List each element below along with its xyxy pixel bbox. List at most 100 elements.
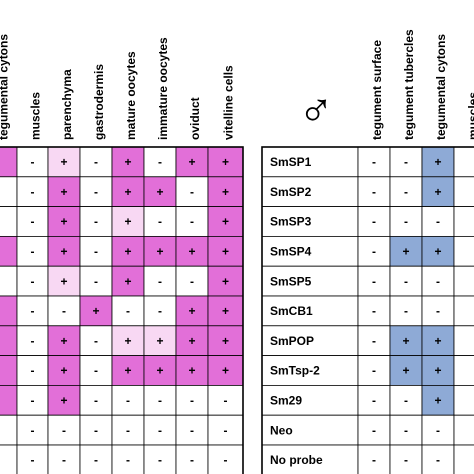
cell-value: - (372, 274, 376, 288)
cell-value: - (62, 453, 66, 467)
cell (111, 206, 145, 237)
cell (0, 384, 18, 416)
row-label-cell (261, 295, 359, 327)
column-header: gastrodermis (92, 64, 106, 140)
cell (79, 444, 113, 474)
cell-value: - (404, 155, 408, 169)
cell-value: + (402, 334, 409, 348)
cell-value: - (31, 155, 35, 169)
cell (175, 355, 209, 386)
cell-value: + (156, 185, 163, 199)
cell (421, 414, 455, 446)
column-header: muscles (466, 92, 474, 140)
cell-value: + (60, 244, 67, 258)
cell (207, 295, 244, 327)
cell (175, 325, 209, 356)
cell-value: + (188, 244, 195, 258)
cell (79, 325, 113, 356)
cell (207, 176, 244, 208)
cell (143, 206, 177, 237)
cell (79, 414, 113, 446)
row-label-cell (261, 414, 359, 446)
cell (207, 325, 244, 356)
cell-value: + (124, 185, 131, 199)
cell (16, 355, 49, 386)
cell (111, 414, 145, 446)
cell (389, 444, 423, 474)
row-label-cell (261, 444, 359, 474)
cell-value: - (126, 304, 130, 318)
cell-value: - (224, 393, 228, 407)
cell-value: + (434, 244, 441, 258)
cell (453, 444, 474, 474)
cell (453, 235, 474, 267)
cell-value: - (224, 453, 228, 467)
row-label-cell (261, 235, 359, 267)
cell-value: + (60, 215, 67, 229)
cell (389, 325, 423, 356)
cell (357, 444, 391, 474)
cell (47, 206, 81, 237)
cell-value: + (156, 334, 163, 348)
cell (357, 146, 391, 178)
cell-value: - (62, 423, 66, 437)
cell-value: + (124, 215, 131, 229)
cell (0, 176, 18, 208)
cell (143, 414, 177, 446)
cell-value: - (224, 423, 228, 437)
cell (143, 355, 177, 386)
cell (16, 414, 49, 446)
cell-value: - (158, 393, 162, 407)
cell-value: - (31, 304, 35, 318)
cell (47, 235, 81, 267)
cell-value: - (436, 423, 440, 437)
cell-value: + (434, 155, 441, 169)
cell-value: - (126, 453, 130, 467)
cell (143, 176, 177, 208)
cell-value: + (434, 393, 441, 407)
cell-value: - (31, 364, 35, 378)
cell-value: + (434, 334, 441, 348)
cell (143, 295, 177, 327)
row-label: SmSP1 (270, 155, 312, 169)
cell (175, 146, 209, 178)
column-header: oviduct (188, 97, 202, 140)
cell-value: + (222, 334, 229, 348)
cell-value: - (94, 215, 98, 229)
cell (79, 206, 113, 237)
cell (0, 265, 18, 297)
cell-value: + (222, 274, 229, 288)
cell-value: + (156, 364, 163, 378)
cell-value: + (188, 334, 195, 348)
row-label: SmPOP (270, 334, 314, 348)
cell-value: - (190, 453, 194, 467)
cell-value: - (190, 423, 194, 437)
cell-value: + (222, 155, 229, 169)
cell (175, 235, 209, 267)
cell-value: + (222, 185, 229, 199)
cell (207, 355, 244, 386)
cell (79, 176, 113, 208)
cell-value: + (434, 185, 441, 199)
row-label: SmSP2 (270, 185, 312, 199)
cell-value: + (222, 364, 229, 378)
cell (389, 176, 423, 208)
cell (0, 355, 18, 386)
cell (389, 355, 423, 386)
cell-value: - (372, 215, 376, 229)
cell-value: + (124, 244, 131, 258)
cell-value: + (60, 393, 67, 407)
cell (0, 414, 18, 446)
cell (0, 235, 18, 267)
cell-value: - (404, 393, 408, 407)
cell-value: - (372, 364, 376, 378)
cell-value: - (31, 393, 35, 407)
cell (16, 295, 49, 327)
row-label-cell (261, 355, 359, 386)
column-header: vitelline cells (222, 65, 236, 140)
cell-value: + (124, 155, 131, 169)
cell (389, 265, 423, 297)
row-label: SmCB1 (270, 304, 313, 318)
cell (453, 265, 474, 297)
cell (16, 146, 49, 178)
